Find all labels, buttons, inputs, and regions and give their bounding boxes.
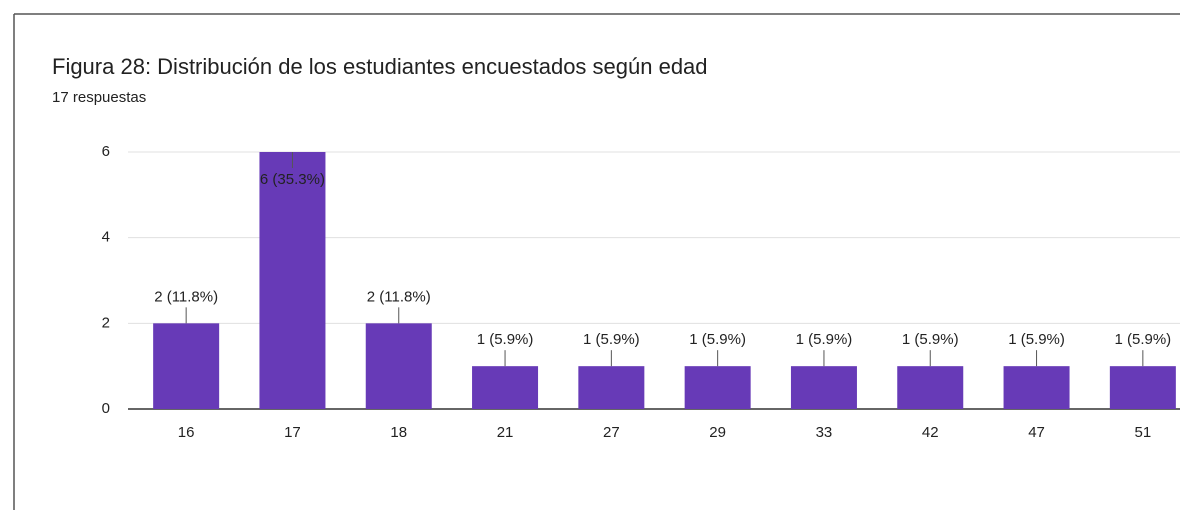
x-tick-label: 51: [1135, 424, 1152, 441]
x-tick-label: 21: [497, 424, 514, 441]
value-label: 1 (5.9%): [477, 331, 534, 348]
bar: [578, 366, 645, 409]
x-tick-label: 27: [603, 424, 620, 441]
y-tick-label: 0: [102, 400, 110, 417]
value-label: 1 (5.9%): [1008, 331, 1065, 348]
x-tick-label: 42: [922, 424, 939, 441]
y-tick-label: 2: [102, 314, 110, 331]
x-tick-label: 47: [1028, 424, 1045, 441]
value-label: 2 (11.8%): [367, 288, 431, 305]
bar: [684, 366, 751, 409]
bar: [472, 366, 539, 409]
y-tick-label: 6: [102, 143, 110, 160]
chart-title: Figura 28: Distribución de los estudiant…: [52, 54, 708, 79]
x-tick-label: 29: [709, 424, 726, 441]
chart-subtitle: 17 respuestas: [52, 89, 146, 106]
x-tick-label: 16: [178, 424, 195, 441]
y-tick-label: 4: [102, 229, 110, 246]
bar: [897, 366, 964, 409]
bar: [259, 152, 326, 409]
value-label: 6 (35.3%): [260, 171, 325, 188]
x-tick-label: 18: [390, 424, 407, 441]
bar: [1109, 366, 1176, 409]
bar: [365, 323, 432, 409]
bar: [1003, 366, 1070, 409]
value-label: 1 (5.9%): [902, 331, 959, 348]
bar: [790, 366, 857, 409]
value-label: 1 (5.9%): [1114, 331, 1171, 348]
value-label: 1 (5.9%): [583, 331, 640, 348]
value-label: 1 (5.9%): [689, 331, 746, 348]
bar: [153, 323, 220, 409]
value-label: 2 (11.8%): [154, 288, 218, 305]
x-tick-label: 33: [816, 424, 833, 441]
value-label: 1 (5.9%): [796, 331, 853, 348]
x-tick-label: 17: [284, 424, 301, 441]
